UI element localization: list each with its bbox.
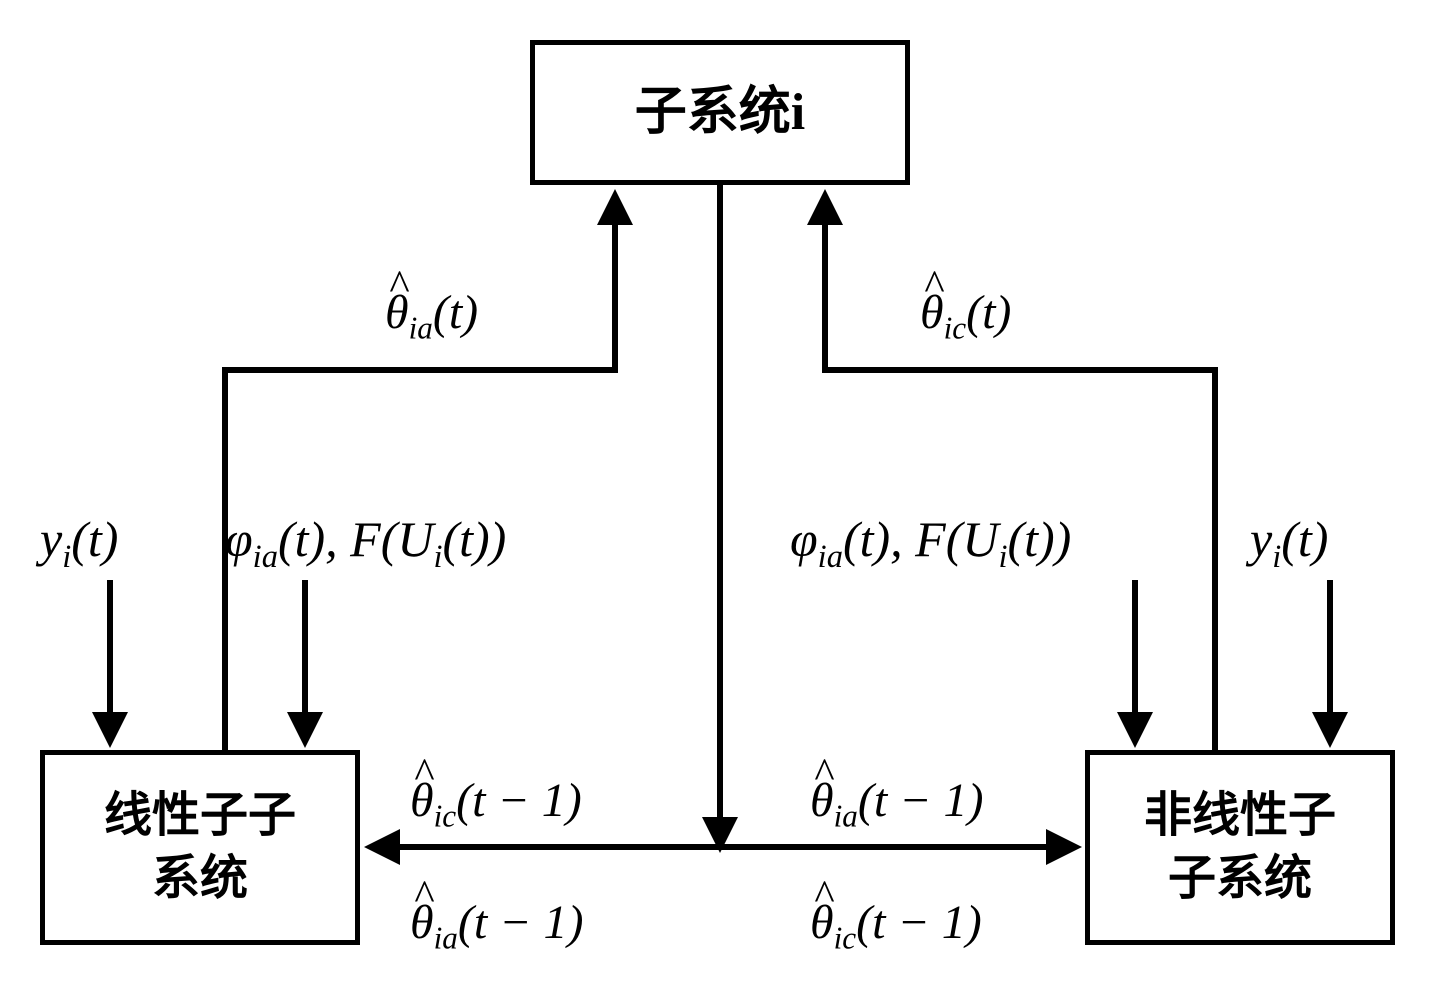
edge-label-theta_ia_tm1_right: θia(t − 1)	[810, 773, 984, 835]
diagram-container: 子系统i 线性子子 系统 非线性子 子系统 θia(t) θic(t) yi(t) φ…	[0, 0, 1432, 1008]
edge-label-theta_ic_tm1_right: θic(t − 1)	[810, 895, 982, 957]
edge-label-phi_ia_left: φia(t), F(Ui(t))	[225, 510, 506, 576]
node-left-line2: 系统	[152, 852, 248, 905]
edge-label-y_i_t_right: yi(t)	[1250, 510, 1328, 576]
arrow-left-up-to-top	[225, 195, 615, 750]
node-left-text: 线性子子 系统	[104, 785, 296, 910]
edge-label-theta_ia_t: θia(t)	[385, 285, 478, 347]
node-subsystem-i: 子系统i	[530, 40, 910, 185]
node-right-text: 非线性子 子系统	[1144, 785, 1336, 910]
node-right-line2: 子系统	[1168, 852, 1312, 905]
node-left-line1: 线性子子	[104, 789, 296, 842]
node-top-label: 子系统i	[635, 79, 805, 147]
edge-label-theta_ic_tm1_left: θic(t − 1)	[410, 773, 582, 835]
arrow-right-up-to-top	[825, 195, 1215, 750]
edge-label-theta_ic_t: θic(t)	[920, 285, 1011, 347]
edge-label-y_i_t_left: yi(t)	[40, 510, 118, 576]
edge-label-phi_ia_right: φia(t), F(Ui(t))	[790, 510, 1071, 576]
node-nonlinear-subsystem: 非线性子 子系统	[1085, 750, 1395, 945]
edge-label-theta_ia_tm1_left: θia(t − 1)	[410, 895, 584, 957]
node-linear-subsystem: 线性子子 系统	[40, 750, 360, 945]
node-right-line1: 非线性子	[1144, 789, 1336, 842]
